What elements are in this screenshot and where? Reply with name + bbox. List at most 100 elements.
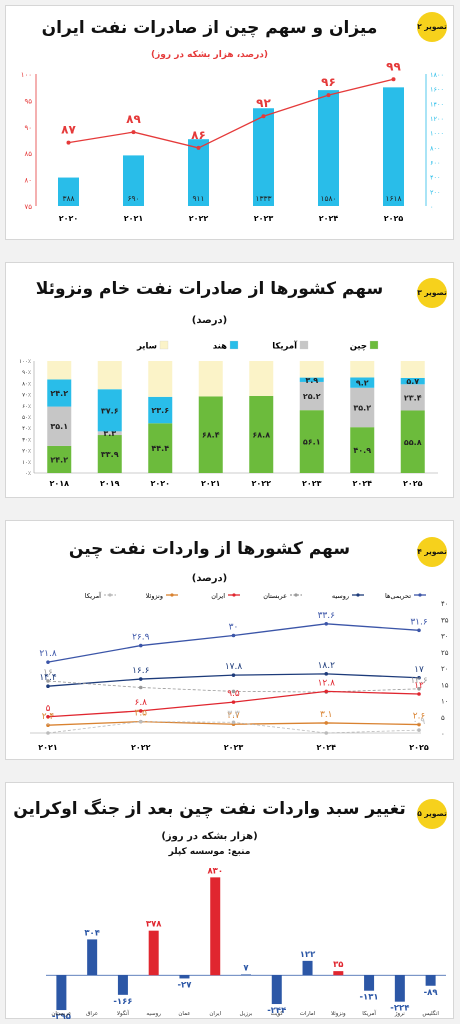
line-value-label: ۹.۵ <box>227 689 240 699</box>
bar-value-label: -۲۴۴ <box>267 1006 286 1016</box>
figure-badge: تصویر ۵ <box>417 799 447 829</box>
line-point <box>417 675 421 680</box>
line-point <box>46 714 50 719</box>
line-value-label: ۶.۸ <box>134 698 147 708</box>
bar <box>253 108 274 206</box>
bar-value-label: ۱۲۲ <box>300 950 316 960</box>
line-value-label: ۳.۳ <box>227 709 240 719</box>
y-left-tick-label: ۷۵ <box>24 203 32 211</box>
bar <box>87 939 98 976</box>
legend-label: ایران <box>211 592 225 600</box>
y-tick-label: ۳۰٪ <box>22 437 31 443</box>
y-tick-label: ۳۰ <box>441 633 449 641</box>
bar-value-label: ۱۳۳۳ <box>255 194 271 203</box>
bar-value-label: ۸۳۰ <box>207 866 223 876</box>
legend-label: چین <box>350 342 367 352</box>
bar <box>425 975 436 986</box>
stacked-bar-segment <box>400 361 425 378</box>
stacked-bar-segment <box>350 361 375 378</box>
y-left-tick-label: ۸۵ <box>24 150 32 158</box>
line-point <box>324 731 329 735</box>
x-tick-label: روسیه <box>146 1011 161 1017</box>
x-tick-label: ایران <box>209 1011 221 1017</box>
segment-value-label: ۶۸.۴ <box>202 431 220 440</box>
line-value-label: ۱۶.۶ <box>132 666 150 676</box>
bar <box>333 971 344 976</box>
line-point <box>417 728 421 732</box>
bar-value-label: -۲۷ <box>178 980 193 990</box>
segment-value-label: ۲۴.۲ <box>50 389 68 398</box>
y-left-tick-label: ۱۰۰ <box>21 71 32 79</box>
legend-label: روسیه <box>332 592 349 600</box>
line-point <box>138 685 143 690</box>
legend-marker <box>418 593 422 597</box>
bar <box>210 877 221 976</box>
y-tick-label: ۸۰٪ <box>22 381 31 387</box>
x-tick-label: ۲۰۲۲ <box>131 743 151 752</box>
line-value-label: ۲.۷ <box>227 711 240 721</box>
bar <box>179 975 190 979</box>
line-point <box>326 93 331 98</box>
x-tick-label: ۲۰۲۲ <box>251 479 271 488</box>
line-point <box>231 633 236 638</box>
line-value-label: ۱۲ <box>414 681 424 691</box>
stacked-bar-segment <box>47 445 72 473</box>
y-right-tick-label: ۸۰۰ <box>430 144 440 152</box>
legend-marker <box>170 593 174 597</box>
x-tick-label: ۲۰۲۰ <box>59 214 79 223</box>
legend-label: سایر <box>136 342 157 352</box>
x-tick-label: ۲۰۲۵ <box>384 214 404 223</box>
x-tick-label: ۲۰۲۴ <box>352 479 372 488</box>
y-right-tick-label: ۲۰۰ <box>430 188 440 196</box>
y-tick-label: ۵۰٪ <box>22 415 31 421</box>
stacked-bar-segment <box>97 389 122 432</box>
chart-subtitle: (درصد) <box>191 315 228 326</box>
y-tick-label: ۱۵ <box>441 681 449 689</box>
x-tick-label: ۲۰۲۱ <box>38 743 58 752</box>
bar-value-label: -۸۹ <box>424 988 439 998</box>
x-tick-label: ۲۰۲۳ <box>224 743 244 752</box>
legend-swatch <box>159 340 169 350</box>
line-value-label: ۳.۱ <box>320 710 333 720</box>
legend-marker <box>294 593 298 597</box>
line-value-label: ۲.۴ <box>42 712 55 722</box>
line-point <box>417 722 421 727</box>
y-tick-label: ۳۵ <box>441 616 449 624</box>
chart-source: منبع: موسسه کپلر <box>168 847 251 857</box>
bar <box>241 974 251 976</box>
chart-panel-china-basket-change: تصویر ۵ تغییر سبد واردات نفت چین بعد از … <box>5 782 454 1022</box>
bar <box>394 975 405 1002</box>
line-point <box>66 140 71 145</box>
bar-value-label: -۱۶۶ <box>113 997 132 1007</box>
stacked-bar-segment <box>47 406 72 446</box>
y-tick-label: ۹۰٪ <box>22 370 31 376</box>
y-tick-label: ۶۰٪ <box>22 404 31 410</box>
line-point <box>138 677 143 681</box>
chart-title: میزان و سهم چین از صادرات نفت ایران <box>41 18 378 38</box>
line-value-label: ۳.۵ <box>134 709 147 719</box>
x-tick-label: ۲۰۲۳ <box>254 214 274 223</box>
y-tick-label: ۰ <box>441 730 445 738</box>
chart-china-imports-share: ۴۰ ۳۵ ۳۰ ۲۵ ۲۰ ۱۵ ۱۰ ۵ ۰ تحریمی‌ها روسیه عربستان ایر… <box>30 591 449 752</box>
line-point <box>417 687 421 691</box>
line-value-label: ۱۷.۸ <box>225 662 243 672</box>
line-value-label: ۱۲.۸ <box>318 678 336 688</box>
y-tick-label: ۱۰۰٪ <box>19 359 31 365</box>
line-value-label: ۹۲ <box>256 96 271 110</box>
line-value-label: ۱۴.۴ <box>39 673 57 683</box>
x-tick-label: آنگولا <box>117 1010 130 1017</box>
y-tick-label: ۱۰٪ <box>22 460 31 466</box>
y-left-tick-label: ۸۰ <box>24 177 32 185</box>
stacked-bar-segment <box>400 377 425 385</box>
line-value-label: ۸۷ <box>61 123 76 137</box>
bar-value-label: -۱۳۱ <box>360 993 379 1003</box>
line-value-label: ۱۸.۲ <box>318 661 336 671</box>
line-value-label: ۰.۹ <box>413 717 426 727</box>
line-point <box>46 684 50 688</box>
segment-value-label: ۳.۳ <box>103 429 116 438</box>
x-tick-label: ۲۰۲۰ <box>150 479 170 488</box>
line-value-label: ۳۱.۶ <box>410 617 428 627</box>
y-right-tick-label: ۱۶۰۰ <box>430 86 444 94</box>
chart-subtitle: (درصد، هزار بشکه در روز) <box>151 50 268 60</box>
